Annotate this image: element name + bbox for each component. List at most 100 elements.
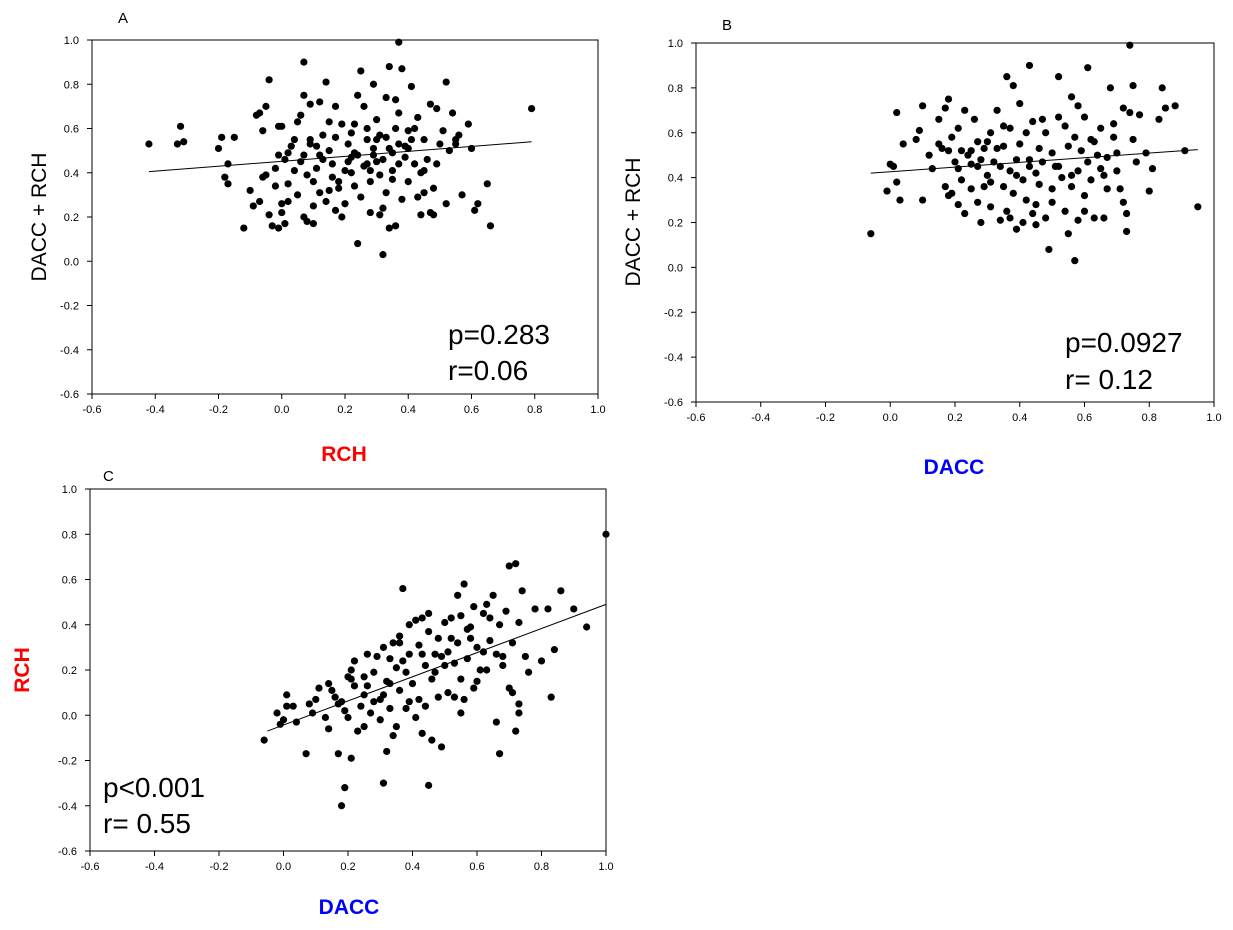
scatter-point <box>999 122 1008 130</box>
scatter-point <box>262 102 270 110</box>
scatter-point <box>347 754 355 762</box>
panel-a-r-value: r=0.06 <box>448 355 528 386</box>
panel-c-x-axis-label: DACC <box>319 896 380 919</box>
y-tick-label: 0.6 <box>64 124 79 136</box>
scatter-point <box>1110 120 1118 128</box>
scatter-point <box>366 178 374 186</box>
scatter-point <box>425 609 433 618</box>
scatter-point <box>399 657 407 665</box>
scatter-point <box>405 621 413 629</box>
scatter-point <box>278 200 286 208</box>
scatter-point <box>316 189 324 197</box>
scatter-point <box>1009 189 1017 197</box>
scatter-point <box>1148 165 1157 173</box>
scatter-point <box>293 118 302 126</box>
scatter-point <box>357 193 365 201</box>
scatter-point <box>967 160 975 168</box>
scatter-point <box>944 147 953 155</box>
scatter-point <box>970 115 979 123</box>
scatter-point <box>961 106 969 114</box>
scatter-point <box>315 684 323 692</box>
scatter-point <box>325 186 333 195</box>
scatter-point <box>1074 102 1082 110</box>
scatter-point <box>297 111 305 119</box>
scatter-point <box>570 605 578 613</box>
scatter-point <box>1097 165 1105 173</box>
scatter-point <box>379 779 388 787</box>
scatter-point <box>415 695 423 704</box>
scatter-point <box>944 191 953 200</box>
scatter-point <box>515 709 523 717</box>
y-tick-label: -0.4 <box>60 345 79 357</box>
scatter-point <box>402 668 410 676</box>
scatter-point <box>1071 257 1079 265</box>
scatter-point <box>224 180 232 188</box>
scatter-point <box>944 95 953 103</box>
scatter-point <box>1126 108 1134 117</box>
scatter-point <box>489 591 497 599</box>
scatter-point <box>274 224 283 232</box>
scatter-point <box>1012 171 1021 179</box>
scatter-point <box>265 76 273 84</box>
scatter-point <box>383 747 391 756</box>
scatter-point <box>407 135 416 144</box>
scatter-point <box>379 251 387 259</box>
scatter-point <box>974 162 982 171</box>
scatter-point <box>262 171 270 179</box>
scatter-point <box>486 614 494 622</box>
scatter-point <box>347 169 355 177</box>
scatter-point <box>1048 185 1056 193</box>
scatter-point <box>412 713 420 722</box>
scatter-point <box>1071 133 1079 141</box>
scatter-point <box>433 104 441 113</box>
x-tick-label: 1.0 <box>598 861 613 873</box>
scatter-point <box>1067 183 1076 191</box>
y-tick-label: -0.2 <box>60 301 79 313</box>
scatter-point <box>425 627 433 636</box>
scatter-point <box>283 702 291 710</box>
scatter-point <box>418 650 426 658</box>
scatter-point <box>983 138 991 146</box>
scatter-point <box>145 140 153 148</box>
scatter-point <box>473 643 481 651</box>
scatter-point <box>417 211 425 219</box>
scatter-point <box>1061 207 1069 215</box>
scatter-point <box>1080 113 1089 121</box>
scatter-point <box>1171 102 1179 110</box>
scatter-point <box>515 700 523 708</box>
scatter-point <box>363 135 371 144</box>
scatter-point <box>382 133 390 141</box>
scatter-point <box>486 636 494 645</box>
scatter-point <box>987 203 995 211</box>
scatter-point <box>442 78 450 86</box>
scatter-point <box>1032 169 1040 177</box>
scatter-point <box>1045 245 1053 254</box>
scatter-point <box>420 135 428 144</box>
scatter-point <box>423 155 431 164</box>
panel-c: C -0.6 -0.4 -0.2 0.0 0.2 0.4 0.6 0.8 1.0 -0.6-0.… <box>11 468 614 919</box>
scatter-point <box>230 133 238 141</box>
scatter-point <box>290 166 298 175</box>
panel-c-r-value: r= 0.55 <box>103 808 191 839</box>
scatter-point <box>935 140 943 148</box>
scatter-point <box>447 614 455 622</box>
scatter-point <box>458 191 466 199</box>
scatter-point <box>935 115 943 123</box>
panel-b-p-value: p=0.0927 <box>1065 327 1183 358</box>
panel-c-letter: C <box>103 468 114 485</box>
scatter-point <box>373 652 381 661</box>
scatter-point <box>366 166 374 175</box>
scatter-point <box>398 65 406 73</box>
x-tick-label: -0.2 <box>210 861 229 873</box>
scatter-point <box>1084 158 1092 166</box>
panel-b-r-value: r= 0.12 <box>1065 364 1153 395</box>
scatter-point <box>290 135 298 144</box>
scatter-point <box>919 102 927 110</box>
scatter-point <box>1080 207 1089 215</box>
scatter-point <box>1029 117 1037 126</box>
scatter-point <box>518 587 526 595</box>
scatter-point <box>385 224 393 232</box>
scatter-point <box>957 147 966 155</box>
scatter-point <box>457 612 465 620</box>
scatter-point <box>354 91 362 99</box>
